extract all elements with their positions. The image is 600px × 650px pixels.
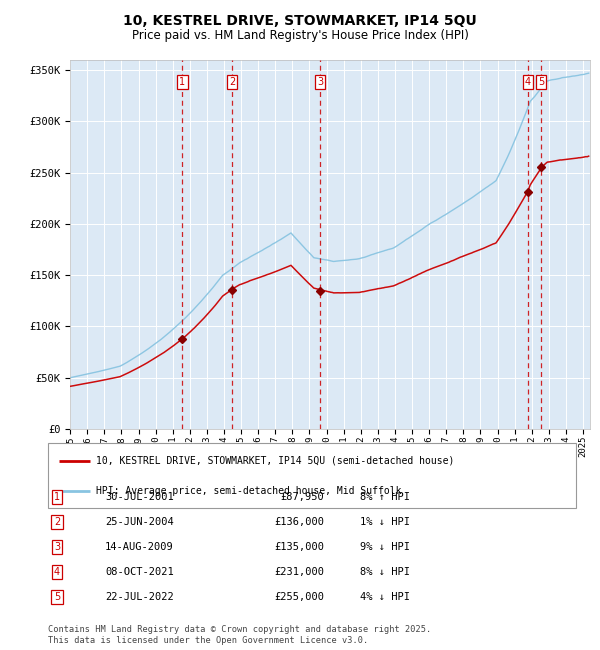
Text: 10, KESTREL DRIVE, STOWMARKET, IP14 5QU (semi-detached house): 10, KESTREL DRIVE, STOWMARKET, IP14 5QU …	[95, 456, 454, 466]
Text: 2: 2	[54, 517, 60, 527]
Text: £231,000: £231,000	[274, 567, 324, 577]
Text: HPI: Average price, semi-detached house, Mid Suffolk: HPI: Average price, semi-detached house,…	[95, 486, 401, 496]
Text: 8% ↑ HPI: 8% ↑ HPI	[360, 492, 410, 502]
Text: 08-OCT-2021: 08-OCT-2021	[105, 567, 174, 577]
Text: £87,950: £87,950	[280, 492, 324, 502]
Text: £135,000: £135,000	[274, 542, 324, 552]
Text: 14-AUG-2009: 14-AUG-2009	[105, 542, 174, 552]
Text: 1: 1	[54, 492, 60, 502]
FancyBboxPatch shape	[48, 443, 576, 508]
Text: 4: 4	[54, 567, 60, 577]
Text: 4% ↓ HPI: 4% ↓ HPI	[360, 592, 410, 602]
Text: 5: 5	[54, 592, 60, 602]
Text: 1: 1	[179, 77, 185, 87]
Text: 2: 2	[229, 77, 235, 87]
Text: 8% ↓ HPI: 8% ↓ HPI	[360, 567, 410, 577]
Text: 4: 4	[524, 77, 531, 87]
Text: 30-JUL-2001: 30-JUL-2001	[105, 492, 174, 502]
Text: 10, KESTREL DRIVE, STOWMARKET, IP14 5QU: 10, KESTREL DRIVE, STOWMARKET, IP14 5QU	[123, 14, 477, 29]
Text: 25-JUN-2004: 25-JUN-2004	[105, 517, 174, 527]
Text: 3: 3	[317, 77, 323, 87]
Text: Contains HM Land Registry data © Crown copyright and database right 2025.
This d: Contains HM Land Registry data © Crown c…	[48, 625, 431, 645]
Text: £255,000: £255,000	[274, 592, 324, 602]
Text: 22-JUL-2022: 22-JUL-2022	[105, 592, 174, 602]
Text: 9% ↓ HPI: 9% ↓ HPI	[360, 542, 410, 552]
Text: Price paid vs. HM Land Registry's House Price Index (HPI): Price paid vs. HM Land Registry's House …	[131, 29, 469, 42]
Text: 3: 3	[54, 542, 60, 552]
Text: 5: 5	[538, 77, 544, 87]
Text: £136,000: £136,000	[274, 517, 324, 527]
Text: 1% ↓ HPI: 1% ↓ HPI	[360, 517, 410, 527]
